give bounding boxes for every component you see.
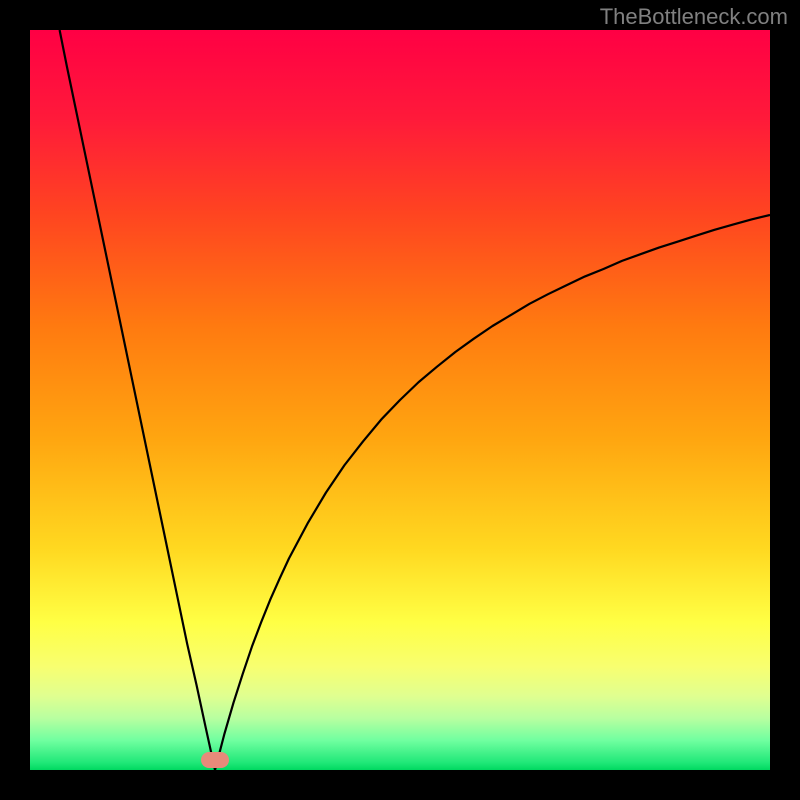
plot-area xyxy=(30,30,770,770)
watermark-text: TheBottleneck.com xyxy=(600,4,788,30)
minimum-marker xyxy=(201,752,229,768)
bottleneck-curve xyxy=(30,30,770,770)
